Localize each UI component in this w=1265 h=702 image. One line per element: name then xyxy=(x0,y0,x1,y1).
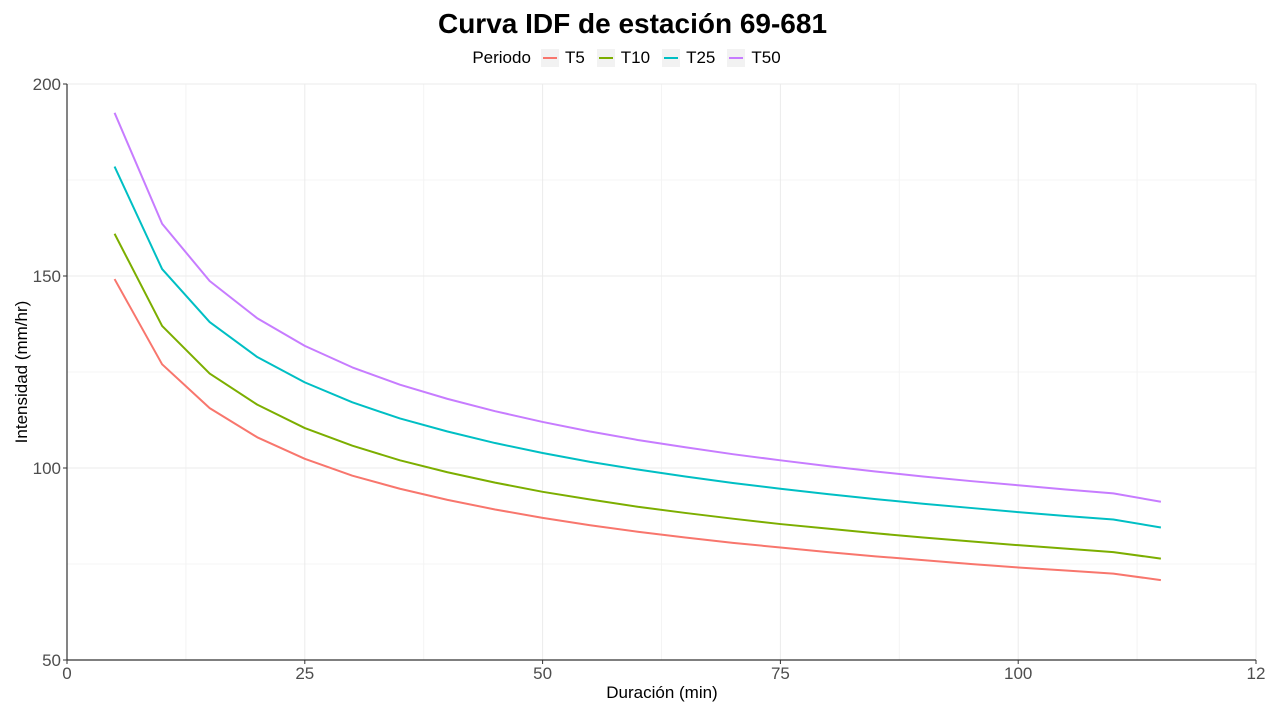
x-axis-title: Duración (min) xyxy=(606,683,717,702)
legend-title: Periodo xyxy=(472,48,531,67)
y-tick-label: 150 xyxy=(33,267,61,286)
grid-minor xyxy=(67,84,1256,660)
legend-label: T5 xyxy=(564,48,585,67)
legend-key xyxy=(727,49,746,67)
series-line-t5 xyxy=(113,278,1162,582)
series-line-t50 xyxy=(113,112,1162,503)
legend: Periodo T5 T10 T25 T50 xyxy=(0,48,1265,68)
y-tick-label: 100 xyxy=(33,459,61,478)
x-tick-label: 50 xyxy=(533,664,552,683)
y-axis-title: Intensidad (mm/hr) xyxy=(12,301,31,444)
y-tick-label: 200 xyxy=(33,75,61,94)
legend-label: T50 xyxy=(751,48,781,67)
legend-key xyxy=(662,49,681,67)
x-tick-label: 0 xyxy=(62,664,71,683)
legend-key xyxy=(540,49,559,67)
series-line-t10 xyxy=(113,233,1162,560)
x-tick-label: 100 xyxy=(1004,664,1032,683)
legend-label: T25 xyxy=(686,48,716,67)
legend-item-t50: T50 xyxy=(727,48,781,68)
legend-item-t5: T5 xyxy=(540,48,585,68)
y-tick-label: 50 xyxy=(42,651,61,670)
x-tick-label: 25 xyxy=(295,664,314,683)
legend-item-t25: T25 xyxy=(662,48,715,68)
legend-key xyxy=(596,49,615,67)
legend-label: T10 xyxy=(620,48,651,67)
legend-items: T5 T10 T25 T50 xyxy=(540,48,793,68)
series-line-t25 xyxy=(113,166,1162,529)
series-lines xyxy=(113,112,1162,582)
legend-item-t10: T10 xyxy=(596,48,651,68)
axes xyxy=(63,83,1257,664)
chart-title: Curva IDF de estación 69-681 xyxy=(437,8,828,39)
tick-labels: 0 25 50 75 100 12 50 100 150 200 xyxy=(33,75,1265,683)
x-tick-label: 12 xyxy=(1247,664,1265,683)
x-tick-label: 75 xyxy=(771,664,790,683)
